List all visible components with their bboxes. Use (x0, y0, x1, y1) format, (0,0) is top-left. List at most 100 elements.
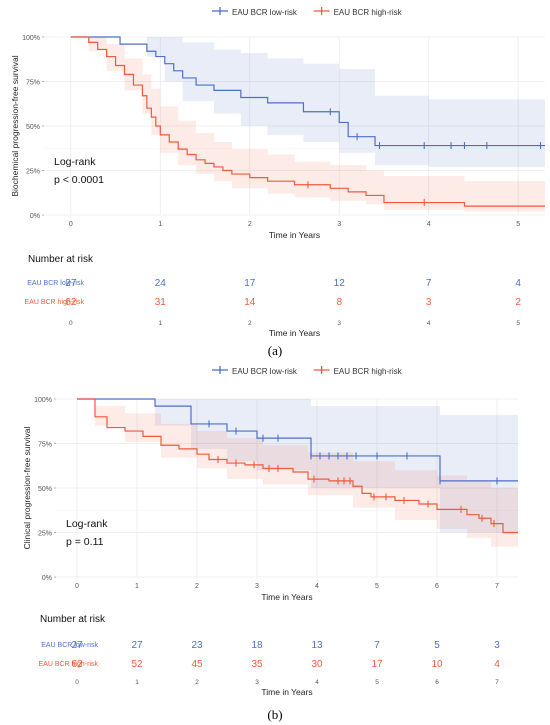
risk-table-x-title: Time in Years (261, 687, 312, 697)
risk-table-x-tick: 5 (375, 679, 379, 686)
risk-table-cell: 35 (251, 659, 263, 670)
x-tick-label: 3 (337, 221, 341, 228)
risk-table-x-tick: 2 (248, 320, 252, 327)
survival-chart-b: EAU BCR low-risk EAU BCR high-risk0%25%50… (22, 366, 518, 697)
risk-table-cell: 3 (494, 640, 500, 651)
survival-curve-high-risk (77, 398, 518, 534)
survival-curve-high-risk (70, 36, 545, 207)
risk-table-x-tick: 5 (516, 320, 520, 327)
risk-table-row-label: EAU BCR low-risk (27, 280, 84, 287)
survival-chart-a: EAU BCR low-risk EAU BCR high-risk0%25%50… (10, 7, 545, 338)
legend-label: EAU BCR low-risk (232, 367, 298, 376)
confidence-band-high-risk (77, 399, 518, 558)
log-rank-annotation: Log-rank (66, 518, 108, 530)
risk-table-cell: 4 (494, 659, 500, 670)
x-tick-label: 3 (255, 583, 259, 590)
y-tick-label: 0% (42, 575, 52, 582)
legend-entry-low-risk: EAU BCR low-risk (212, 366, 298, 376)
risk-table-row-label: EAU BCR high-risk (38, 661, 98, 668)
risk-table-cell: 7 (426, 278, 432, 289)
risk-table-cell: 24 (155, 278, 167, 289)
risk-table-cell: 5 (434, 640, 440, 651)
legend-label: EAU BCR low-risk (232, 8, 298, 17)
x-tick-label: 0 (75, 583, 79, 590)
risk-table-cell: 10 (431, 659, 443, 670)
risk-table-cell: 30 (311, 659, 323, 670)
survival-curve-low-risk (77, 398, 518, 482)
confidence-band-low-risk (77, 399, 518, 533)
y-tick-label: 75% (38, 442, 52, 449)
risk-table-cell: 7 (374, 640, 380, 651)
x-tick-label: 2 (195, 583, 199, 590)
risk-table-cell: 27 (71, 640, 83, 651)
risk-table-row-label: EAU BCR high-risk (24, 299, 84, 306)
x-tick-label: 1 (135, 583, 139, 590)
panel-label-b: (b) (267, 707, 283, 722)
risk-table-row-label: EAU BCR low-risk (41, 642, 98, 649)
log-rank-annotation: p = 0.11 (66, 536, 104, 548)
risk-table-cell: 2 (515, 297, 521, 308)
x-tick-label: 7 (495, 583, 499, 590)
y-axis-title: Biochemical progression-free survival (10, 55, 20, 196)
risk-table-cell: 12 (334, 278, 346, 289)
risk-table-cell: 27 (65, 278, 77, 289)
y-tick-label: 50% (38, 486, 52, 493)
y-tick-label: 100% (34, 397, 52, 404)
confidence-band-high-risk (70, 37, 545, 214)
risk-table-x-tick: 7 (495, 679, 499, 686)
y-tick-label: 75% (26, 80, 40, 87)
y-tick-label: 0% (30, 213, 40, 220)
risk-table-x-tick: 0 (75, 679, 79, 686)
legend-label: EAU BCR high-risk (334, 8, 403, 17)
legend-entry-low-risk: EAU BCR low-risk (212, 7, 298, 17)
risk-table-title: Number at risk (28, 254, 94, 265)
log-rank-annotation: Log-rank (54, 156, 96, 168)
y-axis-title: Clinical progression-free survival (22, 426, 32, 549)
x-tick-label: 6 (435, 583, 439, 590)
risk-table-cell: 52 (131, 659, 143, 670)
legend-entry-high-risk: EAU BCR high-risk (313, 366, 403, 376)
risk-table-x-title: Time in Years (269, 328, 320, 338)
risk-table-cell: 62 (65, 297, 77, 308)
x-axis-title: Time in Years (269, 230, 320, 240)
x-axis-title: Time in Years (261, 592, 312, 602)
x-tick-label: 0 (69, 221, 73, 228)
risk-table-cell: 27 (131, 640, 143, 651)
risk-table-x-tick: 1 (158, 320, 162, 327)
y-tick-label: 50% (26, 124, 40, 131)
x-tick-label: 5 (375, 583, 379, 590)
legend-entry-high-risk: EAU BCR high-risk (313, 7, 403, 17)
x-tick-label: 4 (315, 583, 319, 590)
x-tick-label: 1 (158, 221, 162, 228)
risk-table-x-tick: 0 (69, 320, 73, 327)
risk-table-cell: 8 (336, 297, 342, 308)
survival-curve-low-risk (70, 36, 545, 147)
panel-label-a: (a) (267, 343, 283, 358)
x-tick-label: 5 (516, 221, 520, 228)
log-rank-annotation: p < 0.0001 (54, 174, 104, 186)
y-tick-label: 100% (22, 35, 40, 42)
risk-table-cell: 13 (311, 640, 323, 651)
risk-table-x-tick: 1 (135, 679, 139, 686)
legend-label: EAU BCR high-risk (334, 367, 403, 376)
risk-table-x-tick: 6 (435, 679, 439, 686)
x-tick-label: 2 (248, 221, 252, 228)
confidence-band-low-risk (70, 37, 545, 169)
risk-table-cell: 17 (244, 278, 256, 289)
risk-table-cell: 3 (426, 297, 432, 308)
risk-table-cell: 23 (191, 640, 203, 651)
risk-table-cell: 45 (191, 659, 203, 670)
risk-table-x-tick: 4 (315, 679, 319, 686)
risk-table-title: Number at risk (40, 614, 106, 625)
risk-table-x-tick: 3 (255, 679, 259, 686)
x-tick-label: 4 (427, 221, 431, 228)
risk-table-cell: 31 (155, 297, 167, 308)
y-tick-label: 25% (26, 169, 40, 176)
y-tick-label: 25% (38, 531, 52, 538)
risk-table-cell: 14 (244, 297, 256, 308)
risk-table-x-tick: 4 (427, 320, 431, 327)
risk-table-cell: 18 (251, 640, 263, 651)
risk-table-x-tick: 2 (195, 679, 199, 686)
risk-table-cell: 62 (71, 659, 83, 670)
risk-table-cell: 4 (515, 278, 521, 289)
